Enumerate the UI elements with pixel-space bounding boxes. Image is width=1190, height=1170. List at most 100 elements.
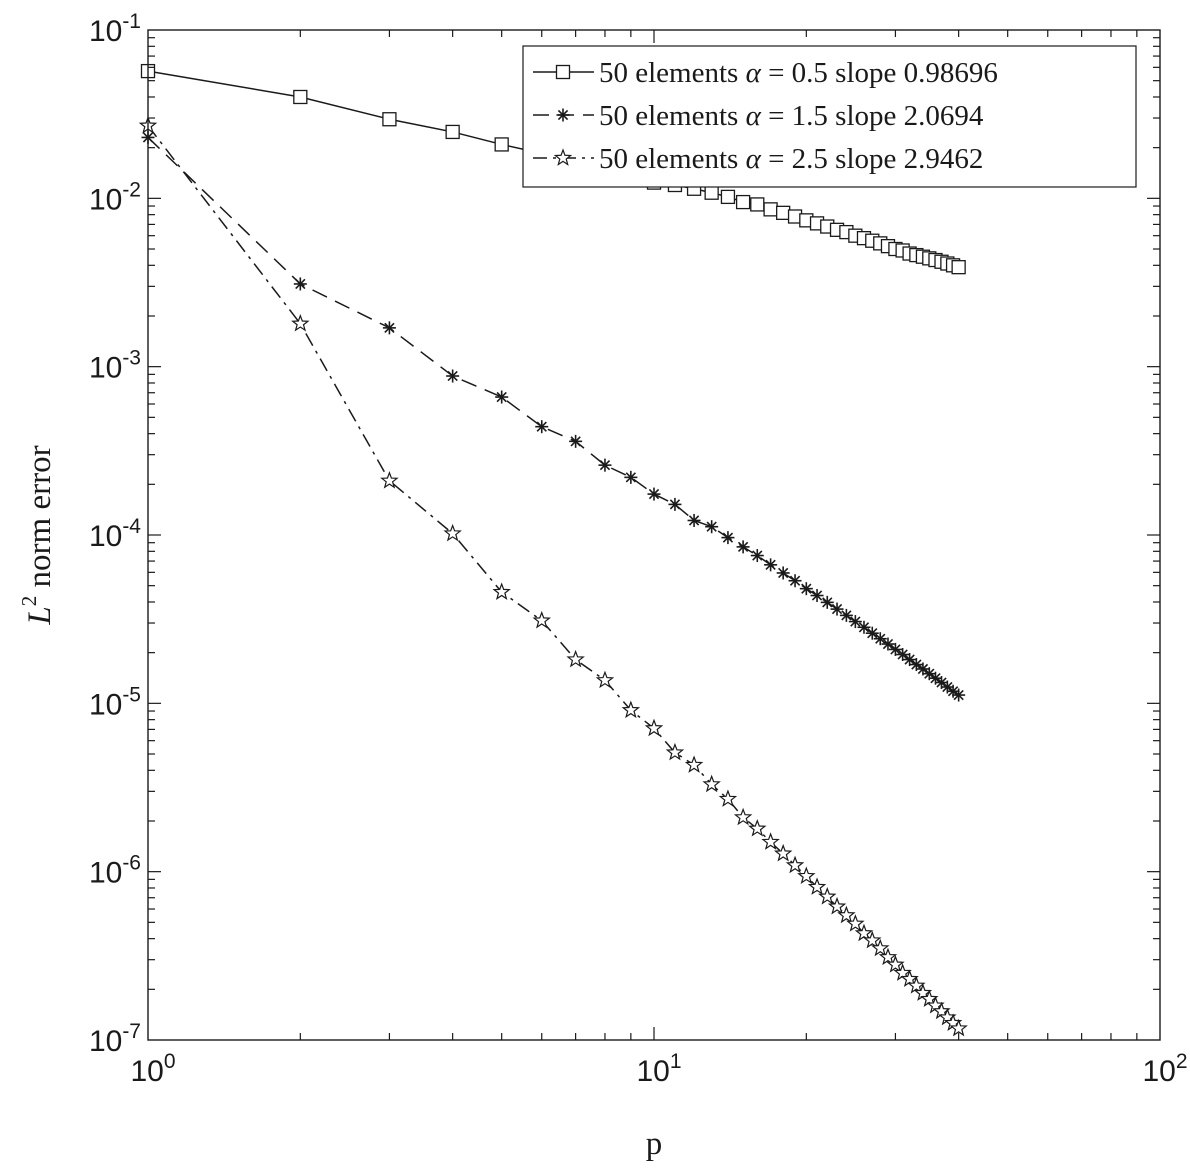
y-tick-label-base: 10: [89, 520, 122, 553]
data-point: [736, 540, 750, 554]
y-tick-label-base: 10: [89, 857, 122, 890]
y-tick-label-base: 10: [89, 1025, 122, 1058]
data-point: [773, 843, 793, 862]
legend-item: 50 elements α = 1.5 slope 2.0694: [533, 100, 984, 132]
y-tick-label: 10-2: [89, 178, 141, 216]
data-point: [761, 832, 780, 850]
x-tick-label-base: 10: [636, 1055, 669, 1088]
data-point: [733, 807, 753, 826]
legend-label-suffix: = 0.5 slope 0.98696: [761, 57, 998, 89]
data-point: [952, 688, 966, 702]
data-point: [644, 718, 664, 737]
y-tick-label-exponent: -3: [122, 347, 141, 370]
data-point: [878, 947, 898, 966]
data-point: [748, 818, 767, 837]
legend-label-suffix: = 2.5 slope 2.9462: [761, 143, 984, 175]
data-point: [684, 755, 704, 773]
y-tick-label: 10-3: [89, 347, 141, 385]
data-point: [532, 610, 551, 629]
y-tick-label: 10-1: [89, 10, 141, 48]
legend-label-prefix: 50 elements: [599, 100, 746, 132]
legend-marker: [553, 148, 573, 166]
y-axis-title-sup: 2: [17, 596, 41, 607]
data-point: [535, 420, 549, 434]
data-point: [881, 637, 895, 651]
data-point: [799, 582, 813, 596]
y-tick-label-exponent: -4: [122, 515, 141, 538]
legend-label-suffix: = 1.5 slope 2.0694: [761, 100, 984, 132]
legend-label: 50 elements α = 1.5 slope 2.0694: [599, 100, 984, 132]
data-point: [665, 742, 685, 761]
data-point: [863, 930, 882, 949]
data-point: [443, 523, 462, 542]
data-point: [495, 390, 509, 404]
x-tick-label-exponent: 0: [164, 1050, 176, 1073]
data-point: [776, 566, 790, 580]
data-point: [886, 955, 905, 973]
data-point: [837, 905, 856, 924]
legend-item: 50 elements α = 2.5 slope 2.9462: [533, 143, 983, 175]
data-point: [827, 896, 847, 915]
data-point: [380, 471, 399, 489]
data-point: [951, 260, 966, 275]
y-tick-label-base: 10: [89, 352, 122, 385]
data-point: [788, 574, 802, 588]
x-tick-label: 100: [130, 1050, 175, 1088]
axis-ticks: [148, 30, 1160, 1040]
data-point: [839, 608, 853, 622]
data-point: [750, 197, 765, 212]
data-point: [857, 620, 871, 634]
data-point: [492, 582, 511, 600]
y-tick-label: 10-5: [89, 683, 141, 721]
data-point: [720, 189, 736, 205]
y-tick-label-exponent: -1: [122, 10, 141, 33]
data-point: [668, 497, 682, 511]
y-tick-label-base: 10: [89, 688, 122, 721]
legend-label-symbol: α: [746, 143, 762, 175]
x-tick-label-exponent: 1: [670, 1050, 682, 1073]
legend-label-symbol: α: [746, 57, 762, 89]
data-point: [647, 487, 661, 501]
data-point: [920, 989, 939, 1007]
y-tick-label-base: 10: [89, 183, 122, 216]
series-star: [138, 116, 968, 1037]
y-axis-title-base: L: [22, 606, 58, 625]
data-point: [293, 89, 308, 105]
data-point: [903, 653, 917, 667]
data-point: [595, 670, 615, 689]
y-tick-label-exponent: -5: [122, 683, 141, 706]
x-tick-label: 102: [1142, 1050, 1187, 1088]
data-point: [721, 531, 735, 545]
data-point: [702, 774, 721, 793]
y-axis-title: L2 norm error: [17, 445, 58, 625]
series-line: [147, 136, 960, 696]
data-point: [776, 205, 791, 220]
data-point: [763, 202, 778, 217]
data-point: [797, 866, 816, 885]
data-point: [854, 923, 874, 942]
x-tick-label-exponent: 2: [1176, 1050, 1188, 1073]
data-point: [764, 558, 778, 572]
data-point: [621, 700, 641, 719]
legend-box: [522, 45, 1137, 188]
x-tick-label-base: 10: [1142, 1055, 1175, 1088]
data-point: [949, 1018, 968, 1037]
data-point: [445, 124, 460, 140]
data-point: [871, 938, 890, 957]
legend-label-prefix: 50 elements: [599, 57, 746, 89]
data-point: [750, 549, 764, 563]
data-point: [909, 658, 923, 672]
data-point: [687, 513, 701, 527]
y-tick-label: 10-7: [89, 1020, 141, 1058]
data-point: [907, 976, 926, 994]
legend-label-prefix: 50 elements: [599, 143, 746, 175]
data-point: [291, 313, 310, 332]
legend-marker: [556, 108, 570, 122]
data-point: [896, 648, 910, 662]
y-tick-label: 10-4: [89, 515, 141, 553]
legend-item: 50 elements α = 0.5 slope 0.98696: [533, 57, 998, 89]
data-point: [446, 369, 460, 383]
